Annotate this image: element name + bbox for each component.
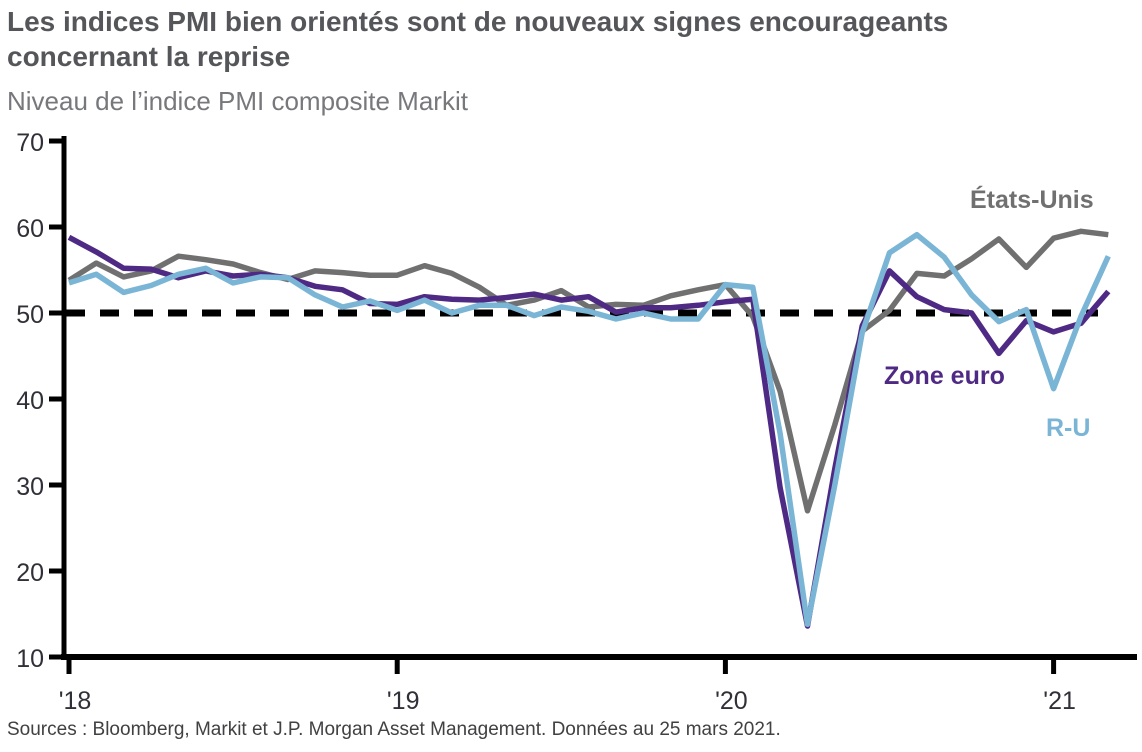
y-tick-label: 20 <box>16 559 44 587</box>
y-tick-label: 70 <box>16 129 44 157</box>
chart-canvas: 10 20 30 40 50 60 70 '18 '19 '20 '21 <box>16 129 1137 715</box>
chart-title-line-2: concernant la reprise <box>7 41 291 72</box>
x-tick-label: '20 <box>715 687 748 715</box>
y-tick-label: 30 <box>16 473 44 501</box>
chart-title-line-1: Les indices PMI bien orientés sont de no… <box>7 6 949 37</box>
source-note: Sources : Bloomberg, Markit et J.P. Morg… <box>7 719 781 740</box>
pmi-line-chart: 10 20 30 40 50 60 70 '18 '19 '20 '21 <box>0 128 1142 728</box>
series-label-zone-euro: Zone euro <box>884 362 1005 390</box>
series-label-r-u: R-U <box>1046 414 1091 442</box>
series-line-r-u <box>68 231 1111 628</box>
x-tick-label: '18 <box>59 687 92 715</box>
series-line-zone-euro <box>67 234 1111 629</box>
y-tick-label: 10 <box>16 645 44 673</box>
chart-subtitle: Niveau de l’indice PMI composite Markit <box>7 86 468 116</box>
chart-title: Les indices PMI bien orientés sont de no… <box>7 4 1087 74</box>
series-line-etats-unis <box>67 228 1109 514</box>
x-tick-label: '19 <box>387 687 420 715</box>
y-tick-label: 60 <box>16 215 44 243</box>
x-tick-label: '21 <box>1043 687 1076 715</box>
y-tick-label: 40 <box>16 387 44 415</box>
y-tick-label: 50 <box>16 301 44 329</box>
series-label-etats-unis: États-Unis <box>970 186 1094 214</box>
